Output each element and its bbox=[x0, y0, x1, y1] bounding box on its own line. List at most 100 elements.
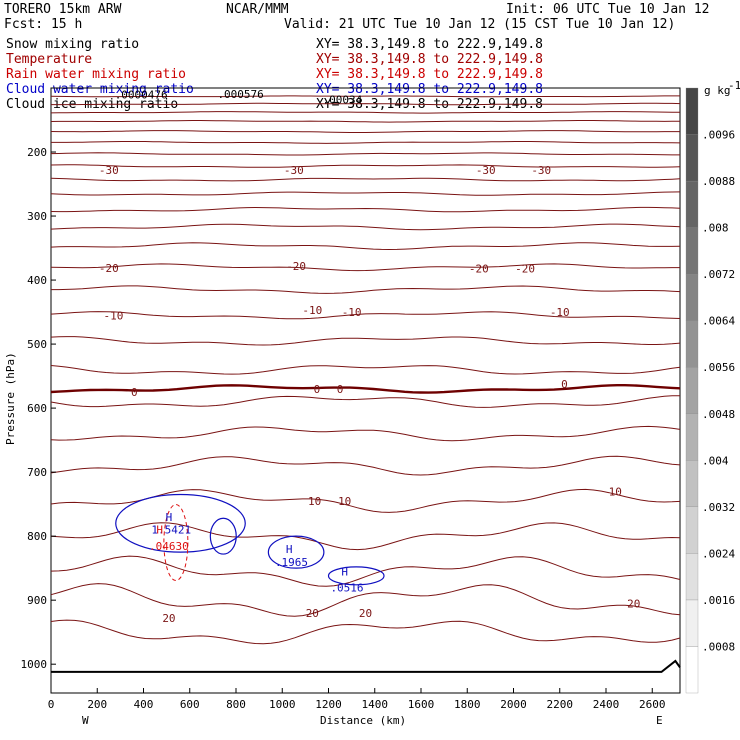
colorbar-label: .0032 bbox=[702, 501, 735, 514]
ice-label: .000576 bbox=[217, 88, 263, 101]
temperature-label: -10 bbox=[342, 306, 362, 319]
x-tick-label: 200 bbox=[87, 698, 107, 711]
ice-label: .00034 bbox=[323, 94, 363, 107]
model-title: TORERO 15km ARW bbox=[4, 2, 122, 17]
temperature-label: -30 bbox=[476, 164, 496, 177]
x-tick-label: 2200 bbox=[547, 698, 574, 711]
zero-isotherm bbox=[50, 384, 681, 394]
colorbar-swatch bbox=[685, 367, 699, 414]
y-tick-label: 800 bbox=[27, 530, 47, 543]
temperature-label: 0 bbox=[337, 383, 344, 396]
colorbar: .0008 .0016 .0024 .0032 .004 .0048 .0056 .0064.… bbox=[685, 79, 740, 694]
temperature-contour bbox=[51, 285, 681, 294]
temperature-contour bbox=[50, 223, 681, 231]
y-tick-label: 200 bbox=[27, 146, 47, 159]
rain-contours bbox=[163, 504, 189, 582]
colorbar-label: .0088 bbox=[702, 175, 735, 188]
forecast-hour: Fcst: 15 h bbox=[4, 17, 82, 32]
cloud-water-contour bbox=[209, 517, 237, 555]
rain-contour bbox=[163, 504, 189, 582]
x-tick-label: 1400 bbox=[362, 698, 389, 711]
x-axis-label: Distance (km) bbox=[320, 714, 406, 727]
terrain-surface bbox=[51, 659, 681, 673]
temperature-label: 20 bbox=[627, 597, 640, 610]
temperature-label: 20 bbox=[162, 612, 175, 625]
colorbar-swatch bbox=[685, 460, 699, 507]
colorbar-unit-exponent: -1 bbox=[728, 79, 740, 92]
temperature-label: -20 bbox=[515, 263, 535, 276]
cloud-water-label: .0516 bbox=[330, 581, 363, 594]
x-tick-label: 0 bbox=[48, 698, 55, 711]
y-tick-label: 600 bbox=[27, 402, 47, 415]
temperature-contour bbox=[50, 488, 681, 513]
x-tick-label: 1000 bbox=[269, 698, 296, 711]
temperature-label: 0 bbox=[561, 378, 568, 391]
cloud-water-label: H bbox=[286, 543, 293, 556]
temperature-label: 10 bbox=[338, 495, 351, 508]
temperature-contour bbox=[50, 555, 681, 587]
temperature-contour bbox=[50, 395, 681, 408]
temperature-contour bbox=[50, 95, 680, 98]
temperature-contour bbox=[50, 263, 680, 272]
colorbar-swatch bbox=[685, 180, 699, 228]
colorbar-swatch bbox=[685, 227, 699, 275]
colorbar-label: .008 bbox=[702, 222, 729, 235]
cloud-water-contours bbox=[115, 493, 385, 586]
colorbar-swatch bbox=[685, 134, 699, 182]
cloud-water-label: .1965 bbox=[275, 556, 308, 569]
colorbar-swatch bbox=[685, 506, 699, 554]
rain-label: H bbox=[156, 524, 163, 537]
legend-xy: XY= 38.3,149.8 to 222.9,149.8 bbox=[316, 67, 543, 82]
temperature-contour bbox=[50, 191, 681, 196]
legend-label: Snow mixing ratio bbox=[6, 37, 139, 52]
temperature-contour bbox=[50, 206, 681, 213]
plot-frame bbox=[50, 87, 681, 694]
legend-xy: XY= 38.3,149.8 to 222.9,149.8 bbox=[316, 52, 543, 67]
rain-label: .04630 bbox=[149, 540, 189, 553]
axes: 0 200 400 600 800 1000 1200 1400 1600 1800 2000 220… bbox=[21, 146, 666, 711]
temperature-contour bbox=[51, 141, 681, 144]
cloud-water-label: H bbox=[166, 511, 173, 524]
cloud-water-contour bbox=[115, 493, 246, 553]
x-tick-label: 1800 bbox=[454, 698, 481, 711]
temperature-label: -20 bbox=[469, 263, 489, 276]
colorbar-label: .0064 bbox=[702, 315, 735, 328]
west-endpoint: W bbox=[82, 714, 89, 727]
field-legend: Snow mixing ratio XY= 38.3,149.8 to 222.9… bbox=[6, 37, 543, 112]
temperature-contour bbox=[51, 102, 681, 106]
x-tick-label: 800 bbox=[226, 698, 246, 711]
contour-labels: -30 -30 -30 -30 -20 -20 -20 -20 -10 -10 -10 -10 0 0 0 0… bbox=[99, 88, 641, 625]
y-axis-label: Pressure (hPa) bbox=[4, 352, 17, 445]
colorbar-label: .0024 bbox=[702, 547, 735, 560]
colorbar-label: .0008 bbox=[702, 640, 735, 653]
legend-xy: XY= 38.3,149.8 to 222.9,149.8 bbox=[316, 82, 543, 97]
y-tick-label: 400 bbox=[27, 274, 47, 287]
colorbar-unit: g kg bbox=[704, 84, 731, 97]
colorbar-swatch bbox=[685, 320, 699, 368]
cloud-water-label: 1.5421 bbox=[151, 524, 191, 537]
temperature-label: 10 bbox=[308, 495, 321, 508]
legend-label: Cloud water mixing ratio bbox=[6, 82, 194, 97]
x-tick-label: 600 bbox=[180, 698, 200, 711]
temperature-contour bbox=[50, 152, 680, 156]
temperature-contour bbox=[50, 583, 681, 617]
temperature-label: -10 bbox=[302, 304, 322, 317]
colorbar-swatch bbox=[685, 274, 699, 321]
colorbar-label: .0048 bbox=[702, 408, 735, 421]
legend-xy: XY= 38.3,149.8 to 222.9,149.8 bbox=[316, 37, 543, 52]
valid-time: Valid: 21 UTC Tue 10 Jan 12 (15 CST Tue … bbox=[284, 17, 675, 32]
zero-isotherm-line bbox=[50, 384, 681, 394]
legend-label: Temperature bbox=[6, 52, 92, 67]
east-endpoint: E bbox=[656, 714, 663, 727]
temperature-contour bbox=[50, 365, 681, 375]
center-title: NCAR/MMM bbox=[226, 2, 289, 17]
temperature-contour bbox=[50, 120, 680, 123]
temperature-contour bbox=[50, 177, 681, 182]
cloud-water-contour bbox=[267, 535, 325, 569]
temperature-contour bbox=[50, 130, 680, 133]
temperature-label: 0 bbox=[314, 383, 321, 396]
temperature-label: -30 bbox=[531, 164, 551, 177]
temperature-contour bbox=[50, 164, 681, 168]
temperature-label: -20 bbox=[286, 260, 306, 273]
